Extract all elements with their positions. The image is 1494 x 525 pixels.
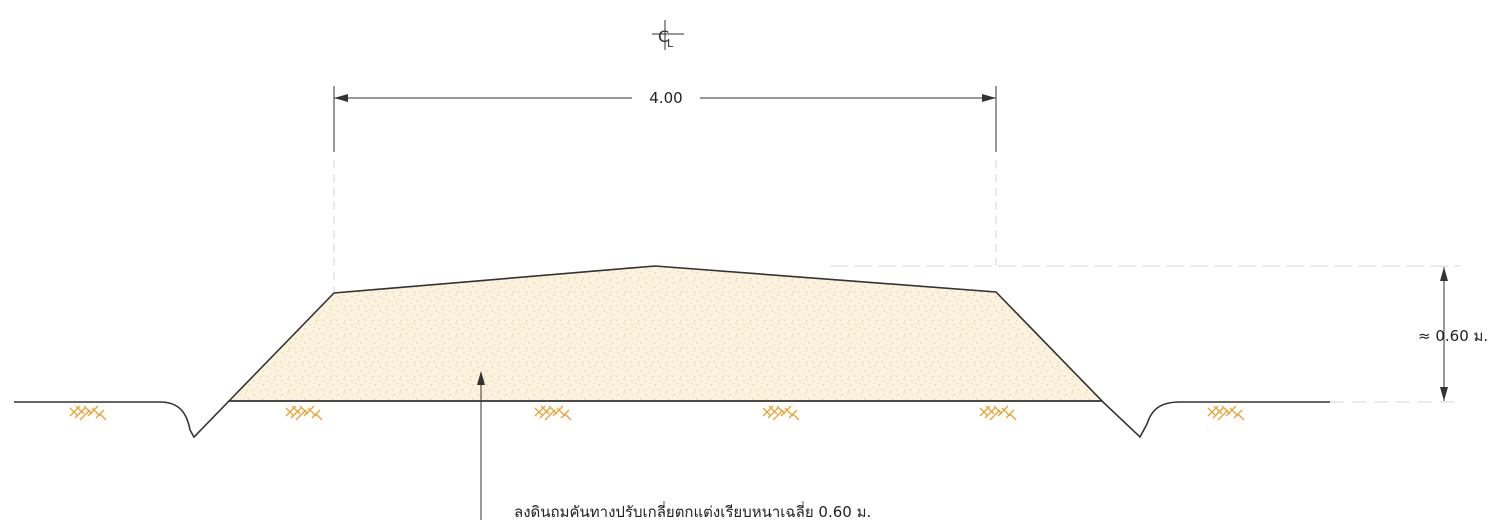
arrowhead-up-icon [1440, 267, 1448, 281]
centerline-symbol-l: L [667, 37, 674, 50]
centerline-symbol: C L [652, 20, 684, 50]
height-label: ≈ 0.60 ม. [1418, 327, 1488, 345]
height-dimension: ≈ 0.60 ม. [1418, 267, 1488, 401]
earth-hatch-icon [762, 405, 800, 421]
earth-hatch-icon [69, 405, 107, 421]
top-width-dimension: 4.00 [333, 86, 997, 292]
earth-hatch-icon [1207, 405, 1245, 421]
arrowhead-left-icon [334, 94, 348, 102]
top-width-label: 4.00 [649, 89, 682, 107]
arrowhead-right-icon [982, 94, 996, 102]
note-leader [477, 371, 485, 520]
arrowhead-down-icon [1440, 387, 1448, 401]
centerline-symbol-c: C [658, 27, 669, 46]
earth-hatch-icon [285, 405, 323, 421]
earth-hatch-icon [534, 405, 572, 421]
earth-hatch-icon [979, 405, 1017, 421]
embankment-fill [227, 265, 1104, 402]
leader-arrowhead-icon [477, 371, 485, 385]
embankment-note: ลงดินถมคันทางปรับเกลี่ยตกแต่งเรียบหนาเฉล… [514, 501, 871, 521]
earth-hatch-icons [69, 405, 1245, 421]
ground-profile [14, 400, 1460, 439]
